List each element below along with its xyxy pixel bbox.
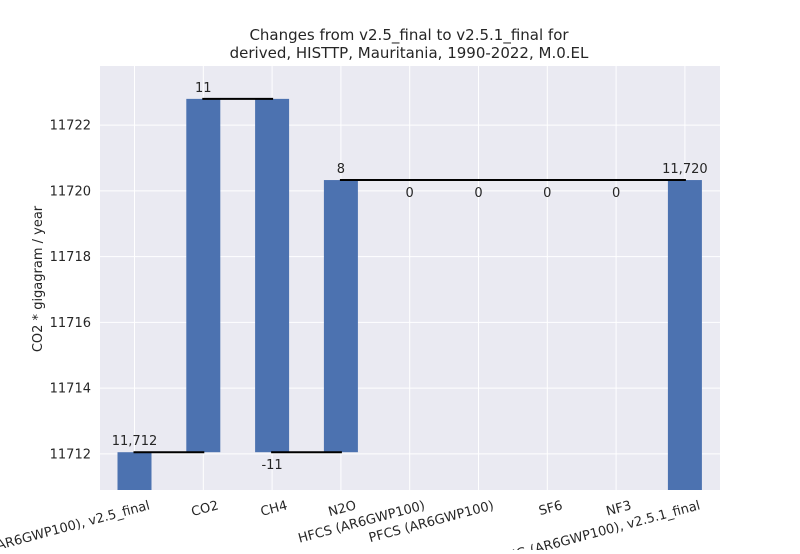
bar <box>323 180 358 453</box>
x-tick-label: GHG (AR6GWP100), v2.5.1_final <box>496 498 702 550</box>
x-tick-label: GHG (AR6GWP100), v2.5_final <box>0 498 152 550</box>
y-tick-label: 11714 <box>50 382 91 397</box>
y-tick-label: 11722 <box>50 119 91 134</box>
x-tick-label: NF3 <box>605 498 633 519</box>
value-label: 11,720 <box>662 162 708 177</box>
x-tick-label: SF6 <box>537 498 564 519</box>
value-label: 11,712 <box>112 434 158 449</box>
bar <box>255 98 290 453</box>
value-label: -11 <box>261 458 282 473</box>
y-tick-label: 11718 <box>50 250 91 265</box>
y-tick-label: 11720 <box>50 184 91 199</box>
plot-area: 11712 11714 11716 11718 11720 11722 11,712 11 -1… <box>0 66 720 554</box>
y-tick-label: 11712 <box>50 447 91 462</box>
x-tick-label: N2O <box>327 498 358 520</box>
value-label: 11 <box>195 81 212 96</box>
y-tick-label: 11716 <box>50 316 91 331</box>
x-tick-label: CH4 <box>259 498 289 520</box>
value-label: 0 <box>406 186 414 201</box>
value-label: 8 <box>337 162 345 177</box>
bar <box>117 452 152 490</box>
y-axis-label: CO2 * gigagram / year <box>31 205 46 352</box>
value-label: 0 <box>612 186 620 201</box>
chart-title-line-1: Changes from v2.5_final to v2.5.1_final … <box>249 26 569 45</box>
bar <box>667 180 702 490</box>
x-tick-label: CO2 <box>190 498 221 520</box>
chart-title-line-2: derived, HISTTP, Mauritania, 1990-2022, … <box>230 44 589 62</box>
value-label: 0 <box>474 186 482 201</box>
value-label: 0 <box>543 186 551 201</box>
bar <box>186 98 221 453</box>
